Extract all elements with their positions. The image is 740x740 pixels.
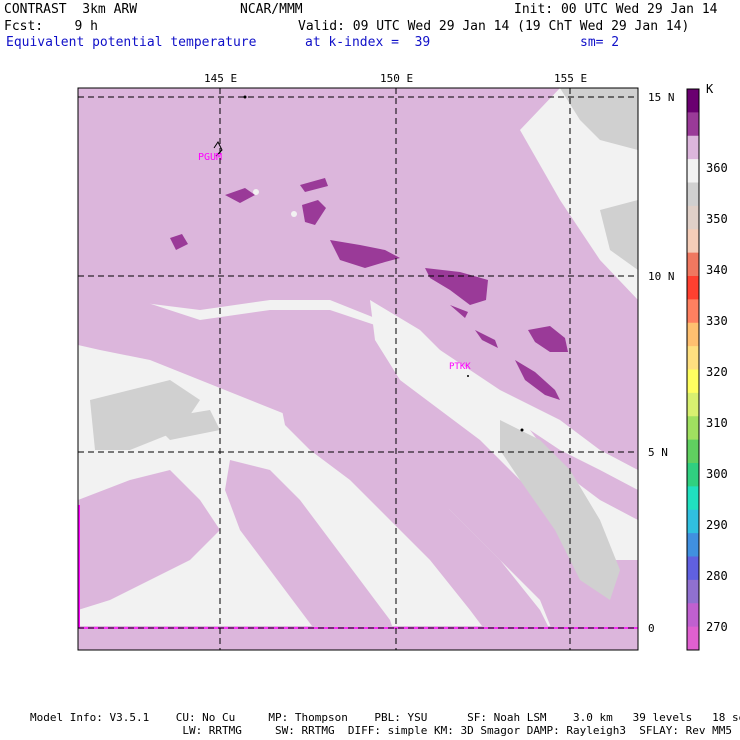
colorbar-tick-label: 270	[706, 620, 728, 634]
colorbar-swatch	[687, 182, 699, 207]
colorbar-tick-label: 330	[706, 314, 728, 328]
colorbar-swatch	[687, 463, 699, 487]
colorbar-swatch	[687, 299, 699, 324]
colorbar-unit: K	[706, 82, 714, 96]
colorbar-swatch	[687, 159, 699, 183]
init-time: Init: 00 UTC Wed 29 Jan 14	[514, 2, 718, 17]
colorbar-tick-label: 300	[706, 467, 728, 481]
colorbar-swatch	[687, 392, 699, 417]
colorbar-swatch	[687, 252, 699, 277]
colorbar-tick-label: 290	[706, 518, 728, 532]
colorbar-swatch	[687, 486, 699, 511]
colorbar-swatch	[687, 509, 699, 534]
colorbar-tick-label: 340	[706, 263, 728, 277]
lat-label-0: 0	[648, 622, 655, 635]
chuuk-dot	[467, 375, 469, 377]
colorbar-swatch	[687, 603, 699, 628]
colorbar-tick-label: 350	[706, 212, 728, 226]
colorbar	[686, 88, 700, 651]
lat-label-15n: 15 N	[648, 91, 675, 104]
colorbar-swatch	[687, 135, 699, 160]
colorbar-swatch	[687, 369, 699, 394]
graticule	[78, 88, 638, 650]
colorbar-tick-label: 310	[706, 416, 728, 430]
map-field	[78, 88, 638, 650]
valid-time: Valid: 09 UTC Wed 29 Jan 14 (19 ChT Wed …	[298, 19, 690, 34]
island-dot-2	[520, 428, 524, 432]
lon-label-150: 150 E	[380, 72, 414, 85]
center-title: NCAR/MMM	[240, 2, 303, 17]
lon-label-145: 145 E	[204, 72, 238, 85]
colorbar-swatch	[687, 205, 699, 230]
colorbar-frame	[686, 88, 700, 651]
colorbar-swatch	[687, 439, 699, 464]
colorbar-swatch	[687, 346, 699, 370]
island-dot	[243, 95, 247, 99]
colorbar-swatch	[687, 626, 699, 651]
forecast-hour: Fcst: 9 h	[4, 19, 98, 34]
smoothing-info: sm= 2	[580, 35, 620, 50]
level-info: at k-index = 39	[305, 35, 431, 50]
map-frame	[77, 87, 639, 651]
colorbar-tick-label: 280	[706, 569, 728, 583]
colorbar-tick-label: 320	[706, 365, 728, 379]
colorbar-swatch	[687, 112, 699, 137]
colorbar-swatch	[687, 556, 699, 581]
colorbar-swatch	[687, 416, 699, 441]
field-name: Equivalent potential temperature	[6, 35, 257, 50]
colorbar-swatch	[687, 276, 699, 300]
colorbar-swatch	[687, 579, 699, 604]
lat-label-5n: 5 N	[648, 446, 668, 459]
model-info-line1: Model Info: V3.5.1 CU: No Cu MP: Thompso…	[30, 711, 740, 724]
model-info-line2: LW: RRTMG SW: RRTMG DIFF: simple KM: 3D …	[30, 724, 732, 737]
lon-label-155: 155 E	[554, 72, 588, 85]
guam-coastline	[213, 141, 223, 157]
station-label-pgum: PGUM	[198, 152, 223, 163]
station-label-ptkk: PTKK	[449, 362, 471, 372]
colorbar-tick-label: 360	[706, 161, 728, 175]
colorbar-swatch	[687, 89, 699, 113]
colorbar-swatch	[687, 322, 699, 347]
lat-label-10n: 10 N	[648, 270, 675, 283]
model-title: CONTRAST 3km ARW	[4, 2, 138, 17]
colorbar-swatch	[687, 533, 699, 557]
colorbar-swatch	[687, 229, 699, 254]
